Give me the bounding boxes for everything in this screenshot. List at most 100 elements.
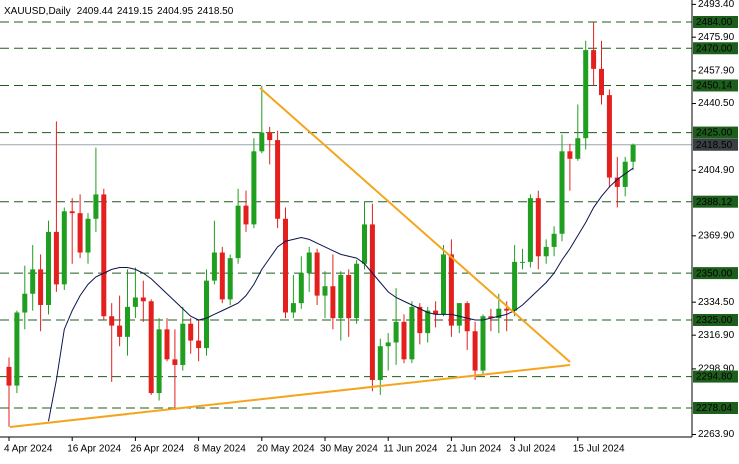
candle-body <box>369 224 375 380</box>
candle-body <box>30 269 36 294</box>
candle-body <box>599 68 604 96</box>
candle-body <box>132 297 138 307</box>
candle-body <box>591 50 597 69</box>
candle-body <box>22 293 28 313</box>
level-box <box>693 42 738 55</box>
candle-body <box>504 308 510 311</box>
x-tick-label: 21 Jun 2024 <box>446 444 501 455</box>
axis-labels: 2493.40 2475.90 2457.90 2440.50 2404.90 2369.… <box>4 0 738 455</box>
y-tick-label: 2457.90 <box>698 66 735 77</box>
candle-body <box>227 258 233 300</box>
level-box <box>693 370 738 383</box>
candle-body <box>235 205 241 259</box>
candle-body <box>14 312 20 386</box>
level-box <box>693 195 738 208</box>
x-tick-label: 3 Jul 2024 <box>510 444 557 455</box>
level-box <box>693 126 738 139</box>
candle-body <box>290 303 296 313</box>
candle-body <box>125 306 130 337</box>
level-label: 2294.80 <box>696 372 733 383</box>
candle-body <box>251 151 257 225</box>
level-label: 2450.14 <box>696 81 733 92</box>
current-price-box <box>693 138 738 151</box>
candle-body <box>6 366 12 386</box>
candle-body <box>575 138 581 159</box>
y-tick-label: 2263.90 <box>698 429 735 440</box>
candle-body <box>472 331 478 371</box>
candle-body <box>85 218 91 253</box>
y-tick-label: 2369.90 <box>698 230 735 241</box>
candle-body <box>512 261 518 311</box>
candle-body <box>630 144 636 162</box>
level-label: 2484.00 <box>696 17 733 28</box>
candle-body <box>77 213 83 253</box>
candle-body <box>488 316 494 319</box>
candle-body <box>496 308 502 319</box>
trend-line <box>9 364 571 428</box>
x-tick-label: 26 Apr 2024 <box>130 444 184 455</box>
candle-body <box>164 329 170 360</box>
candle-body <box>441 254 446 315</box>
candle-body <box>527 198 533 262</box>
candle-body <box>338 275 344 319</box>
candle-body <box>53 231 59 285</box>
candle-body <box>543 246 549 257</box>
level-box <box>693 401 738 414</box>
header-low: 2404.95 <box>157 6 194 17</box>
x-tick-label: 20 May 2024 <box>257 444 315 455</box>
x-tick-label: 30 May 2024 <box>320 444 378 455</box>
candle-body <box>606 95 612 178</box>
candle-body <box>259 132 265 152</box>
y-tick-label: 2298.90 <box>698 364 735 375</box>
candle-body <box>409 306 415 360</box>
candle-body <box>69 211 75 214</box>
x-tick-label: 15 Jul 2024 <box>573 444 625 455</box>
symbol: XAUUSD,Daily <box>4 6 71 17</box>
level-label: 2325.00 <box>696 315 733 326</box>
level-box <box>693 267 738 280</box>
level-label: 2425.00 <box>696 128 733 139</box>
level-label: 2388.12 <box>696 197 733 208</box>
candle-body <box>464 303 470 332</box>
candle-body <box>480 316 486 371</box>
candles <box>6 22 636 427</box>
candle-body <box>156 329 162 394</box>
level-label: 2350.00 <box>696 268 733 279</box>
levels <box>0 21 692 409</box>
candle-body <box>330 286 336 319</box>
header-open: 2409.44 <box>77 6 114 17</box>
x-tick-label: 8 May 2024 <box>194 444 247 455</box>
header-high: 2419.15 <box>117 6 154 17</box>
candle-body <box>243 205 249 225</box>
candle-body <box>101 194 107 317</box>
candle-body <box>559 151 565 234</box>
candle-body <box>417 306 423 334</box>
candle-body <box>535 198 541 257</box>
candle-body <box>583 50 589 139</box>
candle-body <box>38 269 44 305</box>
candle-body <box>61 211 67 285</box>
candle-body <box>401 321 407 360</box>
trend-line <box>259 87 571 363</box>
header: XAUUSD,Daily 2409.44 2419.15 2404.95 2418.50 <box>4 6 234 17</box>
candle-body <box>385 342 391 347</box>
candle-body <box>567 151 573 159</box>
candle-body <box>322 286 328 296</box>
candle-body <box>196 340 202 349</box>
candle-body <box>109 316 115 326</box>
candle-body <box>211 252 217 281</box>
candle-body <box>172 359 178 365</box>
y-tick-label: 2440.50 <box>698 98 735 109</box>
candle-body <box>425 310 431 334</box>
candle-body <box>283 218 288 313</box>
candle-body <box>456 303 462 326</box>
candle-body <box>204 280 209 349</box>
candle-body <box>298 273 304 304</box>
candle-body <box>117 325 123 337</box>
level-label: 2470.00 <box>696 43 733 54</box>
level-box <box>693 16 738 29</box>
x-tick-label: 11 Jun 2024 <box>383 444 438 455</box>
